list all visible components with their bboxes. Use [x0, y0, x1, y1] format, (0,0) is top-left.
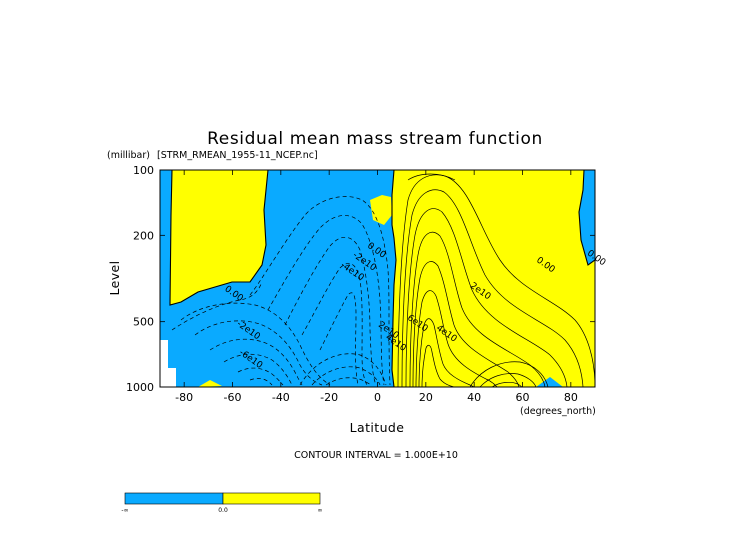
colorbar-label-zero: 0.0 — [218, 507, 228, 514]
contour-pos-0c — [491, 381, 523, 387]
contour-neg-4 — [284, 237, 377, 386]
y-tick-label: 200 — [133, 229, 154, 242]
colorbar-negative-swatch — [124, 492, 224, 505]
negative-region-south — [160, 170, 396, 387]
colorbar-label-min: -∞ — [121, 507, 128, 514]
contour-pos-5 — [412, 261, 520, 387]
negative-region-north — [579, 170, 595, 265]
x-unit-label: (degrees_north) — [520, 406, 596, 417]
colorbar: -∞ 0.0 ∞ — [121, 492, 323, 514]
contour-pos-1 — [397, 174, 595, 387]
zero-contour-main — [391, 170, 397, 387]
missing-data-patch-2 — [168, 368, 176, 387]
x-tick-label: -80 — [175, 391, 193, 404]
y-tick-label: 500 — [133, 316, 154, 329]
plot-area — [160, 170, 595, 387]
positive-contours — [397, 173, 595, 387]
colorbar-label-max: ∞ — [318, 507, 323, 514]
contour-neg-4-low — [209, 338, 303, 386]
x-axis-title: Latitude — [350, 420, 405, 435]
negative-region-south-pole — [160, 170, 168, 205]
positive-patch-surface — [198, 380, 222, 387]
x-axis: -80 -60 -40 -20 0 20 40 60 80 — [175, 170, 578, 404]
contour-neg-eq-3 — [325, 377, 373, 386]
contour-neg-7-low — [249, 378, 273, 386]
contour-neg-6-low — [237, 367, 284, 386]
contour-pos-7 — [418, 318, 475, 387]
x-tick-label: 0 — [374, 391, 381, 404]
contour-neg-5 — [301, 263, 368, 386]
x-tick-label: 20 — [419, 391, 433, 404]
zero-contours — [169, 170, 595, 387]
contour-neg-3-low — [194, 320, 323, 386]
negative-patch-60n — [536, 377, 563, 387]
contour-neg-6 — [319, 292, 359, 386]
contour-pos-3 — [405, 208, 568, 387]
contour-pos-8 — [421, 344, 455, 387]
contour-neg-5-low — [223, 353, 293, 386]
contour-pos-outer — [407, 173, 456, 181]
zero-contour-nh — [578, 170, 595, 266]
y-unit-label: (millibar) — [107, 150, 150, 161]
colorbar-positive-swatch — [222, 492, 321, 505]
contour-pos-6 — [415, 290, 498, 387]
y-axis-title: Level — [107, 261, 122, 296]
contour-neg-2-low — [180, 302, 331, 386]
y-tick-label: 1000 — [126, 381, 154, 394]
contour-neg-eq-1 — [299, 353, 387, 386]
chart-title: Residual mean mass stream function — [207, 129, 543, 149]
y-tick-label: 100 — [133, 164, 154, 177]
x-tick-label: 40 — [467, 391, 481, 404]
zero-contour-sh — [169, 170, 269, 306]
contour-neg-2 — [249, 196, 391, 386]
x-tick-label: 60 — [516, 391, 530, 404]
positive-patch-equator — [370, 195, 392, 225]
x-tick-label: -40 — [272, 391, 290, 404]
contour-neg-eq-2 — [311, 366, 381, 386]
negative-contours — [171, 196, 391, 386]
y-axis: 100 200 500 1000 — [126, 164, 595, 394]
contour-neg-3 — [267, 215, 385, 386]
dataset-label: [STRM_RMEAN_1955-11_NCEP.nc] — [157, 150, 318, 161]
contour-pos-0a — [469, 361, 549, 387]
contour-pos-0b — [479, 373, 537, 387]
missing-data-patch — [160, 340, 168, 387]
contour-interval-text: CONTOUR INTERVAL = 1.000E+10 — [294, 450, 458, 461]
contour-pos-2 — [401, 189, 584, 387]
x-tick-label: 80 — [564, 391, 578, 404]
x-tick-label: -20 — [320, 391, 338, 404]
x-tick-label: -60 — [224, 391, 242, 404]
